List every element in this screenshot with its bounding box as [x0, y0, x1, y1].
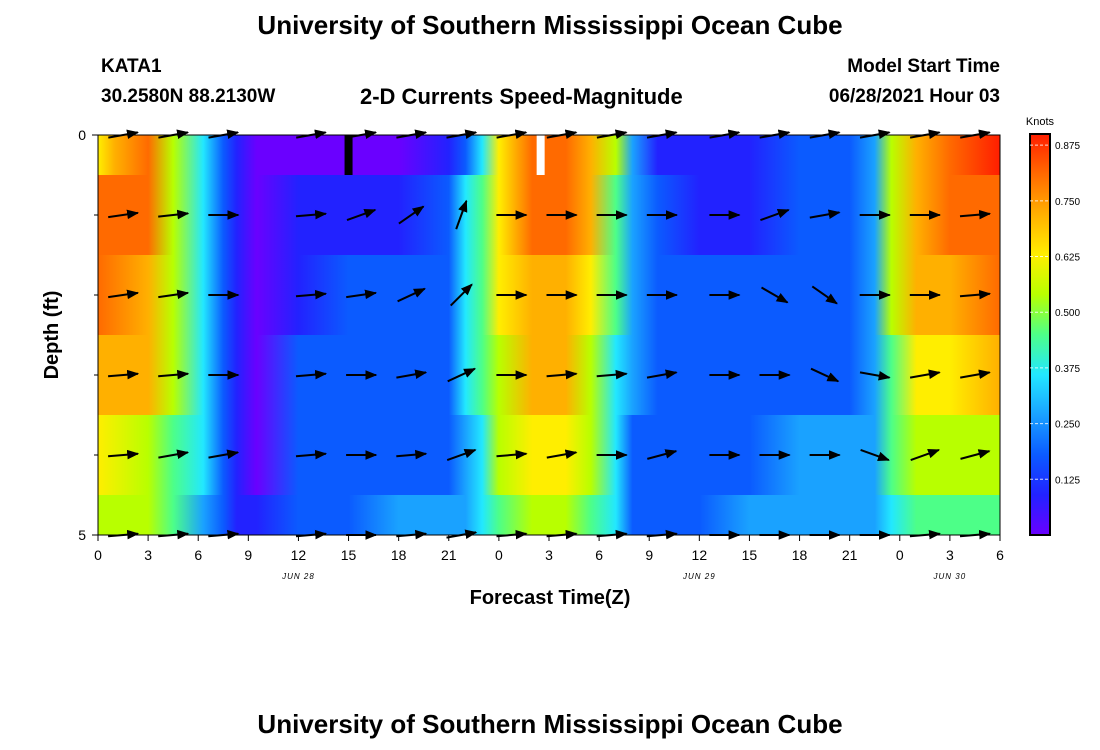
current-vector	[909, 369, 941, 380]
time-marker-1	[344, 135, 353, 175]
x-tick-label: 0	[495, 547, 503, 563]
current-vector	[960, 369, 991, 380]
x-tick-label: 6	[595, 547, 603, 563]
current-vector	[295, 209, 328, 220]
x-tick-label: 6	[996, 547, 1004, 563]
x-tick-label: 6	[194, 547, 202, 563]
current-vector	[346, 208, 377, 222]
x-tick-label: 3	[946, 547, 954, 563]
model-start-label: Model Start Time	[847, 56, 1000, 77]
y-tick-label: 0	[78, 127, 86, 143]
x-tick-label: 15	[742, 547, 758, 563]
x-tick-label: 18	[391, 547, 407, 563]
colorbar-tick-label: 0.125	[1055, 475, 1080, 486]
current-vector	[910, 448, 941, 462]
colorbar-label: Knots	[1026, 116, 1055, 128]
current-vector	[447, 367, 476, 383]
station-id: KATA1	[101, 56, 162, 77]
current-vector	[295, 369, 328, 380]
speed-band-0	[98, 135, 1000, 175]
model-start-value: 06/28/2021 Hour 03	[828, 86, 1000, 107]
bottom-title: University of Southern Mississippi Ocean…	[257, 709, 843, 739]
x-axis-label: Forecast Time(Z)	[470, 587, 631, 609]
y-axis-label: Depth (ft)	[41, 291, 63, 380]
current-vector	[396, 449, 428, 460]
date-label: JUN 30	[933, 572, 967, 581]
current-vector	[959, 209, 992, 220]
station-coordinates: 30.2580N 88.2130W	[101, 86, 276, 107]
date-label: JUN 29	[682, 572, 716, 581]
current-vector	[596, 369, 628, 380]
y-tick-label: 5	[78, 527, 86, 543]
date-label: JUN 28	[281, 572, 315, 581]
time-marker-2	[536, 135, 545, 175]
current-vector	[158, 209, 190, 220]
current-vector	[396, 369, 428, 379]
colorbar-tick-label: 0.625	[1055, 253, 1080, 264]
x-tick-label: 15	[341, 547, 357, 563]
current-vector	[496, 449, 528, 460]
top-title: University of Southern Mississippi Ocean…	[257, 10, 843, 40]
current-vector	[811, 285, 838, 305]
current-vector	[546, 369, 578, 380]
x-tick-label: 0	[896, 547, 904, 563]
colorbar	[1029, 133, 1051, 536]
current-vector	[295, 289, 328, 300]
colorbar-tick-label: 0.500	[1055, 308, 1080, 319]
speed-band-5	[98, 495, 1000, 535]
x-tick-label: 3	[545, 547, 553, 563]
current-vector	[760, 208, 790, 222]
current-vector	[809, 209, 841, 219]
current-vector	[810, 367, 840, 383]
x-tick-label: 0	[94, 547, 102, 563]
colorbar-tick-label: 0.375	[1055, 364, 1080, 375]
chart-title: 2-D Currents Speed-Magnitude	[360, 84, 683, 109]
x-tick-label: 12	[291, 547, 307, 563]
speed-band-4	[98, 415, 1000, 495]
current-vector	[295, 449, 328, 460]
current-vector	[397, 287, 426, 303]
x-tick-label: 3	[144, 547, 152, 563]
current-vector	[646, 369, 678, 380]
x-tick-label: 21	[441, 547, 457, 563]
current-vector	[859, 370, 891, 381]
current-vector	[449, 283, 473, 307]
colorbar-tick-label: 0.875	[1055, 141, 1080, 152]
current-vector	[959, 289, 992, 300]
current-vector	[108, 369, 140, 380]
current-vector	[158, 449, 190, 460]
current-vector	[960, 449, 991, 460]
x-tick-label: 9	[244, 547, 252, 563]
speed-band-3	[98, 335, 1000, 415]
current-vector	[647, 449, 678, 460]
current-vector	[108, 449, 140, 460]
current-vector	[860, 448, 890, 462]
x-tick-label: 18	[792, 547, 808, 563]
current-vector	[158, 369, 190, 380]
current-vector	[446, 448, 477, 462]
current-vector	[546, 449, 578, 460]
current-vector	[108, 289, 140, 300]
colorbar-tick-label: 0.750	[1055, 197, 1080, 208]
current-vector	[398, 205, 425, 225]
x-tick-label: 12	[692, 547, 708, 563]
current-vector	[158, 289, 190, 300]
current-vector	[455, 199, 468, 230]
current-vector	[346, 289, 378, 300]
current-vector	[208, 449, 240, 460]
current-vector	[108, 209, 140, 220]
x-tick-label: 21	[842, 547, 858, 563]
colorbar-tick-label: 0.250	[1055, 420, 1080, 431]
current-vector	[761, 286, 789, 304]
x-tick-label: 9	[645, 547, 653, 563]
